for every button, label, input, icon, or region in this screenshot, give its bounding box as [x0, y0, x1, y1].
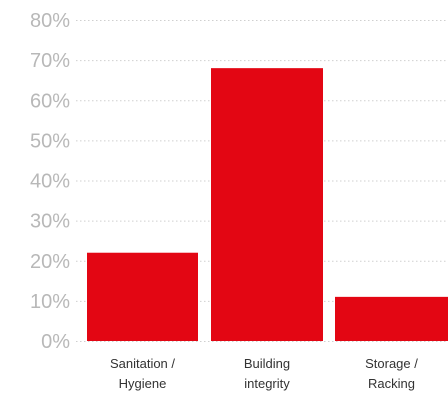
y-tick-label: 60% [30, 90, 70, 112]
x-category-label-line: Sanitation / [110, 356, 175, 371]
y-tick-label: 70% [30, 50, 70, 72]
y-tick-label: 50% [30, 130, 70, 152]
x-category-label: Sanitation / Hygiene [110, 356, 175, 391]
bars [87, 68, 448, 342]
x-category-label: Storage / Racking [365, 356, 418, 391]
x-category-label: Building integrity [244, 356, 290, 391]
y-tick-label: 10% [30, 291, 70, 313]
x-category-label-line: Storage / [365, 356, 418, 371]
x-category-label-line: integrity [244, 376, 290, 391]
y-tick-label: 30% [30, 211, 70, 233]
x-category-label-line: Hygiene [119, 376, 167, 391]
bar [335, 296, 448, 341]
bar [211, 68, 323, 342]
y-tick-label: 20% [30, 251, 70, 273]
y-axis-ticks: 0% 10% 20% 30% 40% 50% 60% 70% 80% [30, 10, 70, 353]
y-tick-label: 40% [30, 171, 70, 193]
bar [87, 252, 198, 341]
x-category-label-line: Building [244, 356, 290, 371]
x-axis-categories: Sanitation / Hygiene Building integrity Stor… [110, 356, 418, 391]
y-tick-label: 80% [30, 10, 70, 32]
x-category-label-line: Racking [368, 376, 415, 391]
y-tick-label: 0% [41, 331, 70, 353]
